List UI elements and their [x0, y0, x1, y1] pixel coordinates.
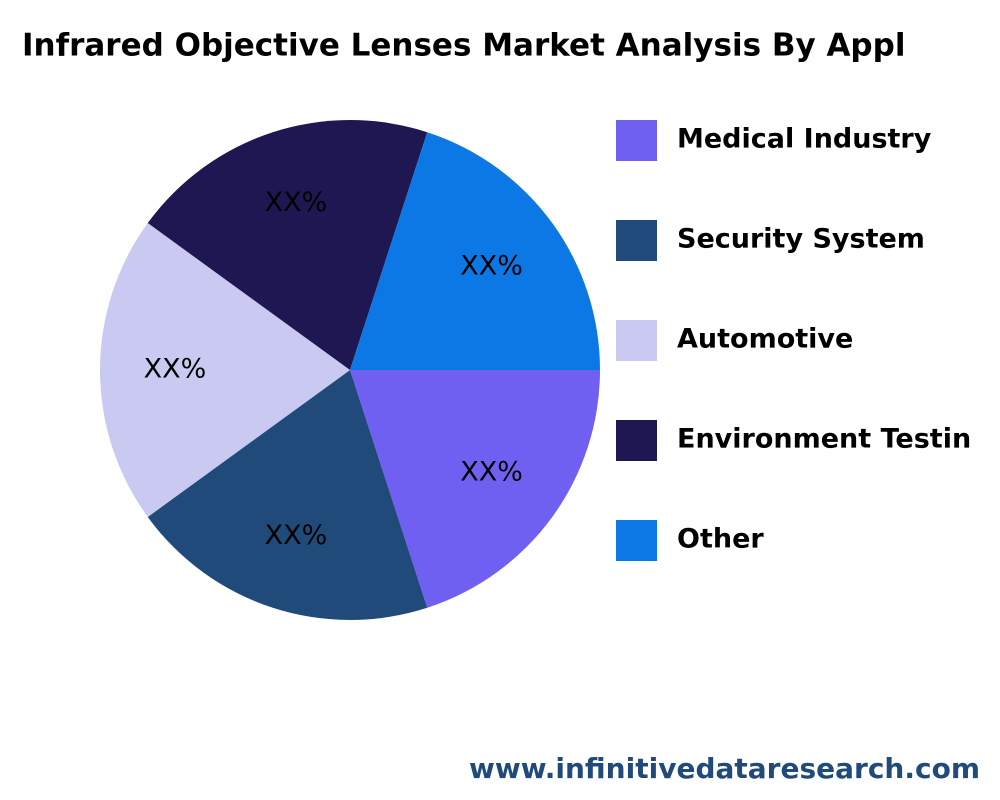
legend-swatch [616, 420, 657, 461]
legend-label: Security System [677, 224, 925, 255]
slice-label: XX% [460, 251, 523, 282]
legend-label: Environment Testin [677, 424, 971, 455]
pie-slice [147, 120, 428, 370]
pie-slice [350, 132, 600, 370]
pie-slice [100, 223, 350, 517]
legend-swatch [616, 220, 657, 261]
legend-label: Medical Industry [677, 124, 932, 155]
pie-slice [350, 370, 600, 608]
source: www.infinitivedataresearch.com [469, 752, 980, 785]
slice-label: XX% [265, 520, 328, 551]
legend-label: Other [677, 524, 764, 555]
legend-label: Automotive [677, 324, 853, 355]
slice-label: XX% [265, 187, 328, 218]
legend-swatch [616, 120, 657, 161]
chart-title: Infrared Objective Lenses Market Analysi… [22, 28, 905, 64]
slice-label: XX% [144, 354, 207, 385]
pie-slice [147, 370, 428, 620]
slice-label: XX% [460, 456, 523, 487]
legend-swatch [616, 320, 657, 361]
legend-swatch [616, 520, 657, 561]
